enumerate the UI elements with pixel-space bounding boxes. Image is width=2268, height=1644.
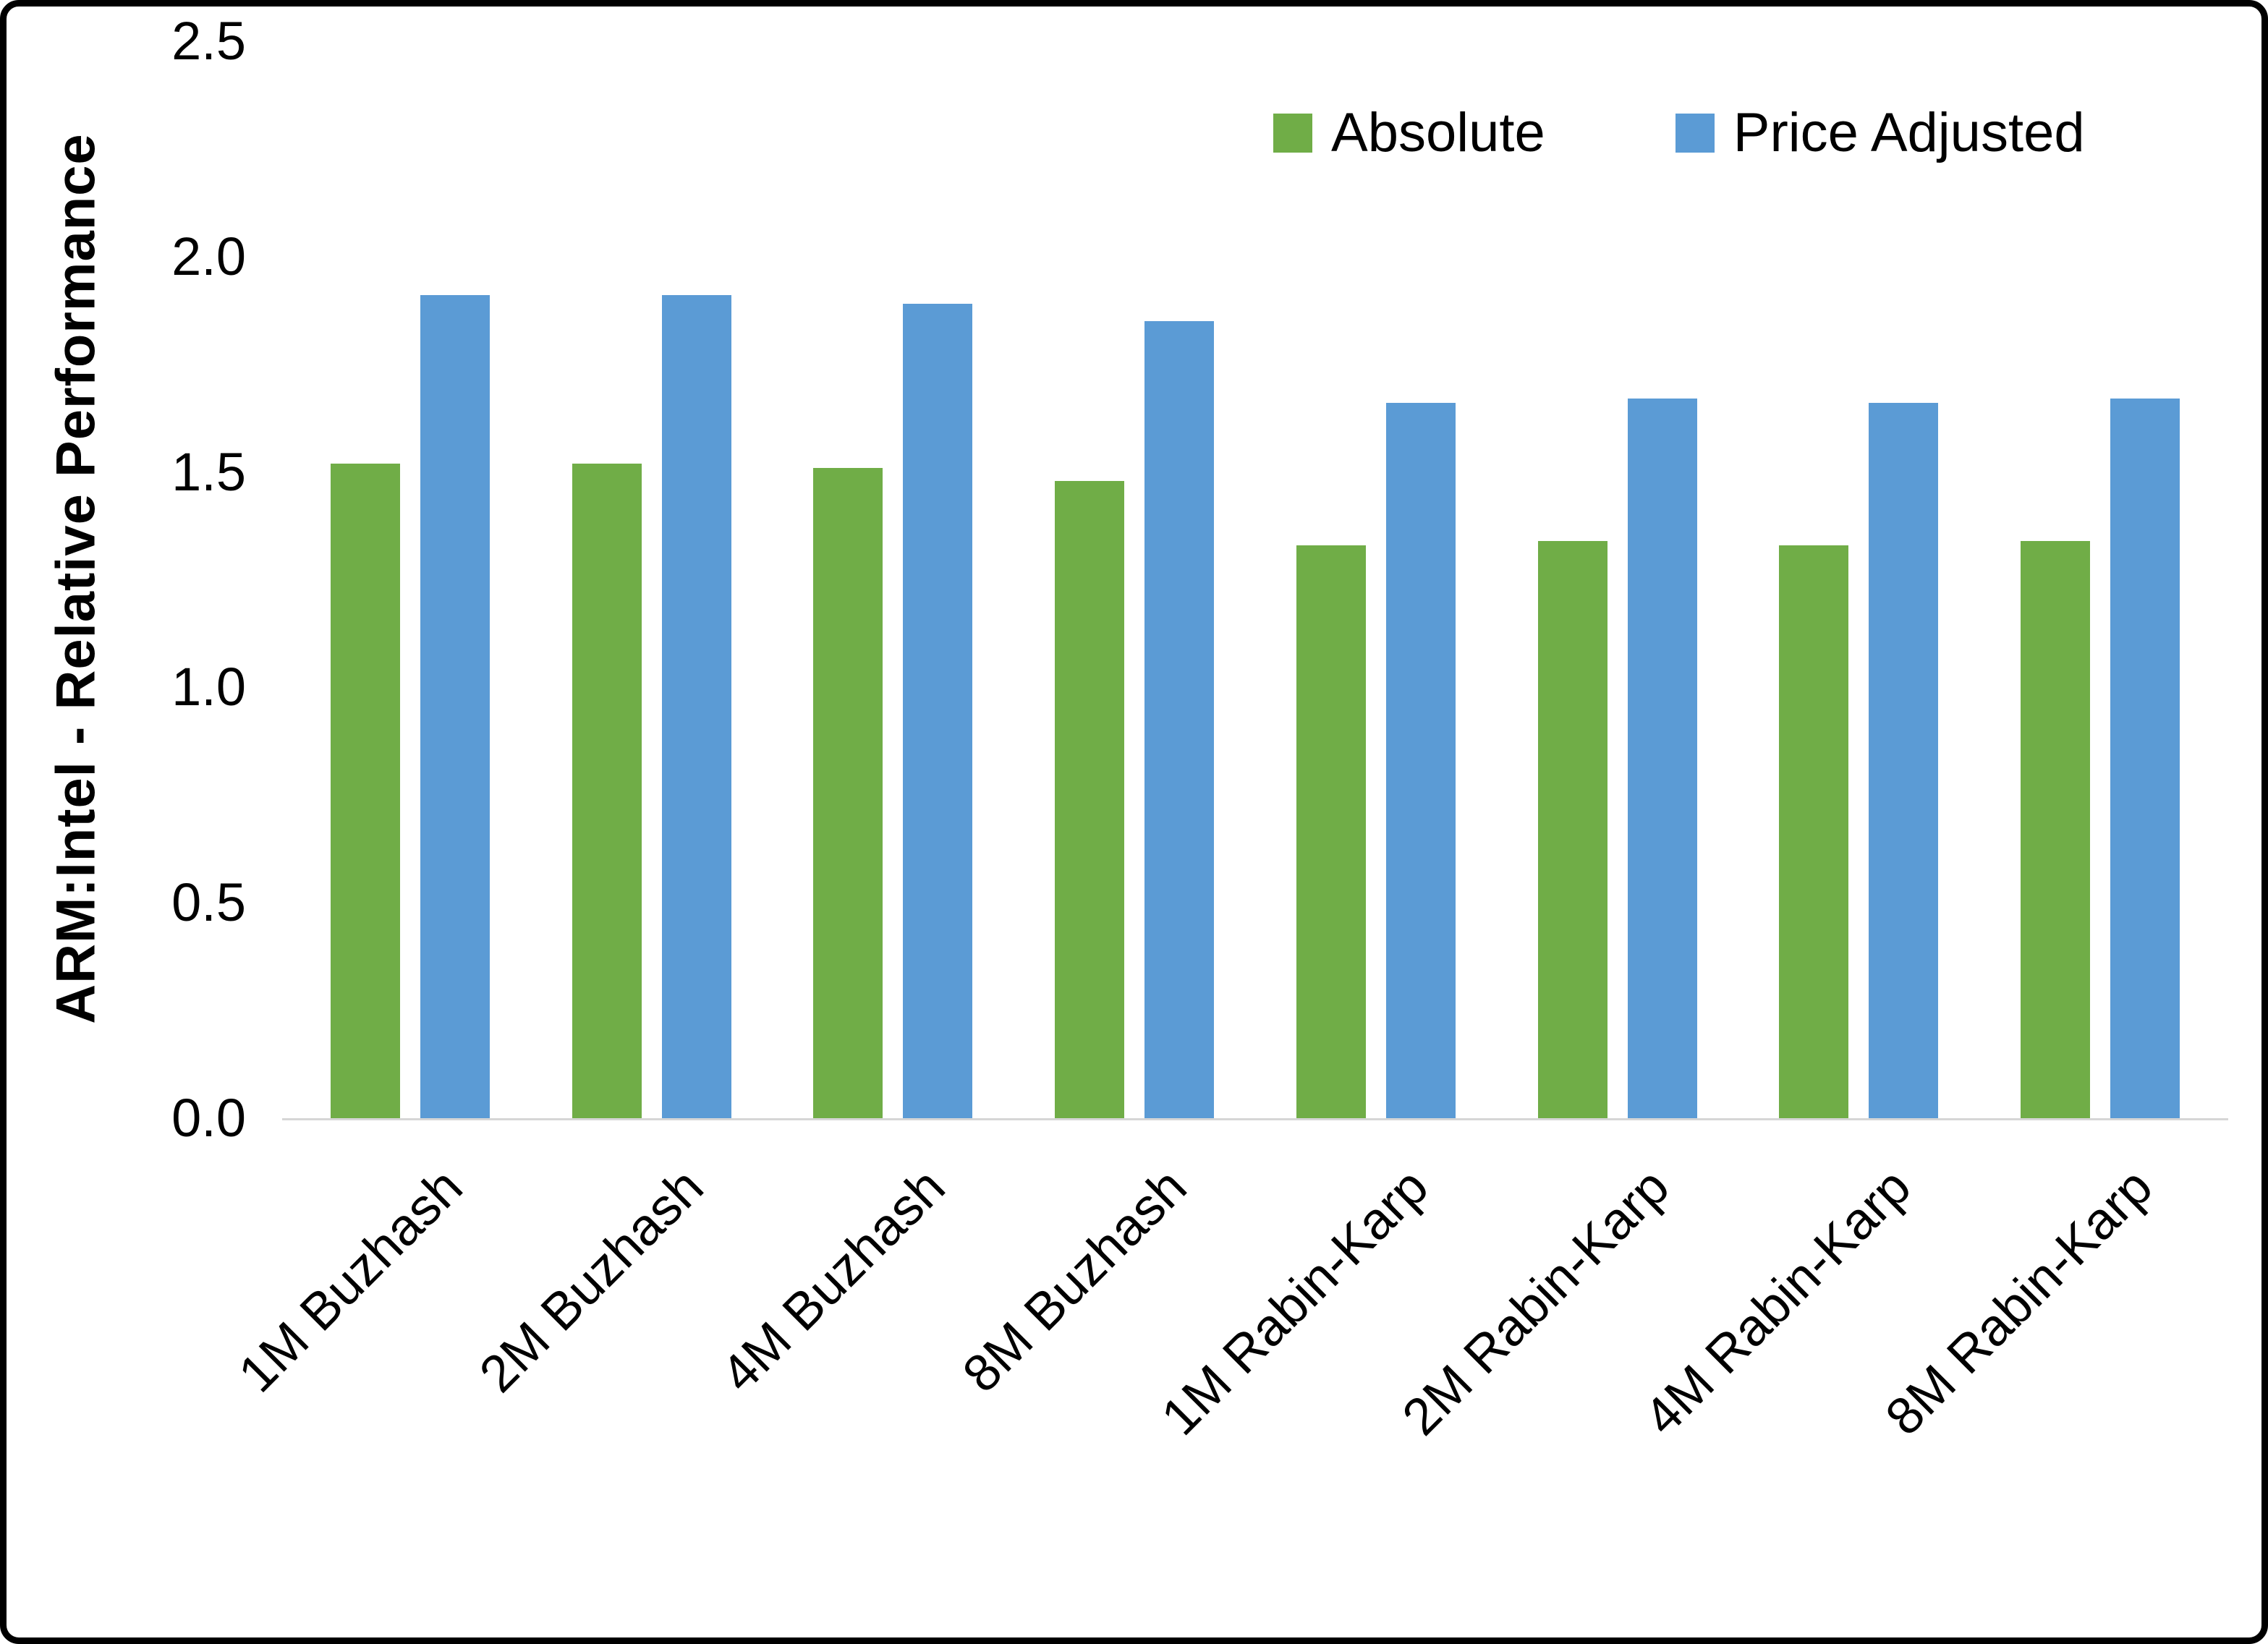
bar-absolute [1055, 480, 1125, 1118]
bar-price-adjusted [420, 295, 490, 1118]
x-axis-baseline [282, 1118, 2228, 1120]
legend-label: Price Adjusted [1733, 102, 2085, 163]
legend: Absolute Price Adjusted [1273, 101, 2085, 164]
y-tick-label: 0.0 [171, 1088, 246, 1148]
y-tick-label: 0.5 [171, 872, 246, 933]
bar-absolute [330, 463, 400, 1118]
bar-absolute [572, 463, 642, 1118]
bar-price-adjusted [1869, 403, 1939, 1118]
y-tick-label: 2.0 [171, 226, 246, 286]
y-tick-label: 2.5 [171, 11, 246, 71]
bar-price-adjusted [1385, 403, 1456, 1118]
bar-absolute [1779, 545, 1849, 1118]
y-axis-title: ARM:Intel - Relative Performance [45, 133, 107, 1024]
legend-item: Price Adjusted [1675, 101, 2085, 164]
bar-price-adjusted [1627, 399, 1697, 1118]
y-tick-label: 1.5 [171, 441, 246, 502]
bar-price-adjusted [903, 304, 973, 1118]
bar-absolute [1296, 545, 1366, 1118]
legend-swatch [1273, 113, 1312, 153]
plot-area [289, 41, 2221, 1118]
bar-absolute [2021, 540, 2091, 1118]
y-tick-label: 1.0 [171, 657, 246, 717]
legend-label: Absolute [1331, 102, 1545, 163]
legend-item: Absolute [1273, 101, 1545, 164]
bar-price-adjusted [661, 295, 731, 1118]
legend-swatch [1675, 113, 1715, 153]
bar-price-adjusted [1144, 321, 1215, 1118]
bar-price-adjusted [2110, 399, 2180, 1118]
bar-absolute [1537, 540, 1607, 1118]
bar-absolute [813, 467, 883, 1118]
